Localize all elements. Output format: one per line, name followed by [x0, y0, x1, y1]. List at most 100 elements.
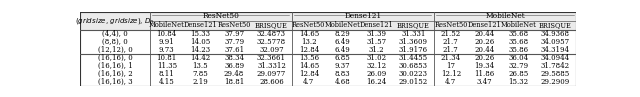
Text: 31.9176: 31.9176 [399, 46, 428, 54]
Text: 31.3312: 31.3312 [257, 62, 286, 70]
Text: Dense121: Dense121 [344, 12, 381, 20]
Text: ResNet50: ResNet50 [202, 12, 239, 20]
Text: 21.7: 21.7 [443, 38, 459, 46]
Text: 31.57: 31.57 [366, 38, 386, 46]
Text: 34.0944: 34.0944 [541, 54, 570, 62]
Text: 13.2: 13.2 [301, 38, 317, 46]
Text: (12,12), 0: (12,12), 0 [97, 46, 132, 54]
Text: 20.44: 20.44 [474, 30, 495, 38]
Text: 30.0223: 30.0223 [399, 70, 428, 78]
Text: MobileNet: MobileNet [149, 21, 185, 29]
Bar [80, 12, 576, 21]
Text: 21.52: 21.52 [441, 30, 461, 38]
Text: 35.86: 35.86 [508, 46, 528, 54]
Text: 20.44: 20.44 [474, 46, 495, 54]
Text: Dense121: Dense121 [184, 21, 218, 29]
Text: Dense121: Dense121 [359, 21, 393, 29]
Text: 15.33: 15.33 [191, 30, 211, 38]
Text: 28.606: 28.606 [259, 78, 284, 86]
Text: 12.84: 12.84 [299, 46, 319, 54]
Text: 37.97: 37.97 [224, 30, 244, 38]
Text: 31.3609: 31.3609 [399, 38, 428, 46]
Text: 10.81: 10.81 [157, 54, 177, 62]
Text: 32.3661: 32.3661 [257, 54, 286, 62]
Text: 4.7: 4.7 [303, 78, 314, 86]
Text: 21.34: 21.34 [441, 54, 461, 62]
Text: MobileNet: MobileNet [324, 21, 360, 29]
Text: 10.84: 10.84 [157, 30, 177, 38]
Text: 34.3194: 34.3194 [541, 46, 570, 54]
Text: 29.2909: 29.2909 [541, 78, 570, 86]
Text: 36.89: 36.89 [224, 62, 244, 70]
Text: 4.15: 4.15 [159, 78, 175, 86]
Text: ResNet50: ResNet50 [218, 21, 251, 29]
Text: 3.47: 3.47 [477, 78, 492, 86]
Text: 34.9368: 34.9368 [541, 30, 570, 38]
Text: 32.097: 32.097 [259, 46, 284, 54]
Text: 32.4873: 32.4873 [257, 30, 286, 38]
Text: (16,16), 1: (16,16), 1 [97, 62, 132, 70]
Text: 9.73: 9.73 [159, 46, 175, 54]
Text: 35.68: 35.68 [508, 30, 528, 38]
Text: 11.35: 11.35 [157, 62, 177, 70]
Text: 11.86: 11.86 [474, 70, 495, 78]
Text: 4.68: 4.68 [335, 78, 350, 86]
Text: BRISQUE: BRISQUE [255, 21, 288, 29]
Text: 13.5: 13.5 [193, 62, 208, 70]
Text: 20.26: 20.26 [474, 54, 495, 62]
Text: 31.7842: 31.7842 [541, 62, 570, 70]
Text: 8.83: 8.83 [335, 70, 350, 78]
Text: 16.24: 16.24 [366, 78, 387, 86]
Text: 14.65: 14.65 [299, 30, 319, 38]
Text: 29.0977: 29.0977 [257, 70, 286, 78]
Text: 7.85: 7.85 [193, 70, 208, 78]
Text: 36.04: 36.04 [508, 54, 528, 62]
Text: 32.79: 32.79 [508, 62, 528, 70]
Text: 12.12: 12.12 [441, 70, 461, 78]
Text: (8,8), 0: (8,8), 0 [102, 38, 128, 46]
Text: 29.5885: 29.5885 [541, 70, 570, 78]
Bar [80, 21, 576, 29]
Text: 2.19: 2.19 [193, 78, 208, 86]
Text: 32.5778: 32.5778 [257, 38, 286, 46]
Text: 9.37: 9.37 [335, 62, 350, 70]
Text: 17: 17 [446, 62, 455, 70]
Text: 31.02: 31.02 [366, 54, 386, 62]
Text: (16,16), 2: (16,16), 2 [97, 70, 132, 78]
Text: 12.84: 12.84 [299, 70, 319, 78]
Text: MobileNet: MobileNet [485, 12, 525, 20]
Text: 9.91: 9.91 [159, 38, 175, 46]
Text: 8.11: 8.11 [159, 70, 175, 78]
Text: 14.23: 14.23 [190, 46, 211, 54]
Text: 34.0957: 34.0957 [541, 38, 570, 46]
Text: 35.68: 35.68 [508, 38, 528, 46]
Text: 15.32: 15.32 [508, 78, 528, 86]
Text: 18.81: 18.81 [224, 78, 244, 86]
Text: MobileNet: MobileNet [500, 21, 536, 29]
Text: 6.49: 6.49 [335, 38, 350, 46]
Text: 29.48: 29.48 [224, 70, 244, 78]
Text: 20.26: 20.26 [474, 38, 495, 46]
Text: BRISQUE: BRISQUE [539, 21, 572, 29]
Text: 29.0152: 29.0152 [399, 78, 428, 86]
Text: 31.2: 31.2 [368, 46, 384, 54]
Text: 37.79: 37.79 [224, 38, 244, 46]
Text: (16,16), 0: (16,16), 0 [97, 54, 132, 62]
Text: ResNet50: ResNet50 [434, 21, 467, 29]
Text: 4.7: 4.7 [445, 78, 456, 86]
Text: 37.61: 37.61 [224, 46, 244, 54]
Text: 13.56: 13.56 [299, 54, 319, 62]
Text: (16,16), 3: (16,16), 3 [98, 78, 132, 86]
Text: 31.331: 31.331 [401, 30, 426, 38]
Text: 6.49: 6.49 [335, 46, 350, 54]
Text: BRISQUE: BRISQUE [397, 21, 430, 29]
Text: 26.85: 26.85 [508, 70, 528, 78]
Text: 14.42: 14.42 [190, 54, 211, 62]
Text: 30.6853: 30.6853 [399, 62, 428, 70]
Text: 38.34: 38.34 [224, 54, 244, 62]
Text: 21.7: 21.7 [443, 46, 459, 54]
Text: 32.12: 32.12 [366, 62, 386, 70]
Text: (4,4), 0: (4,4), 0 [102, 30, 128, 38]
Text: 14.05: 14.05 [190, 38, 211, 46]
Text: 19.34: 19.34 [474, 62, 495, 70]
